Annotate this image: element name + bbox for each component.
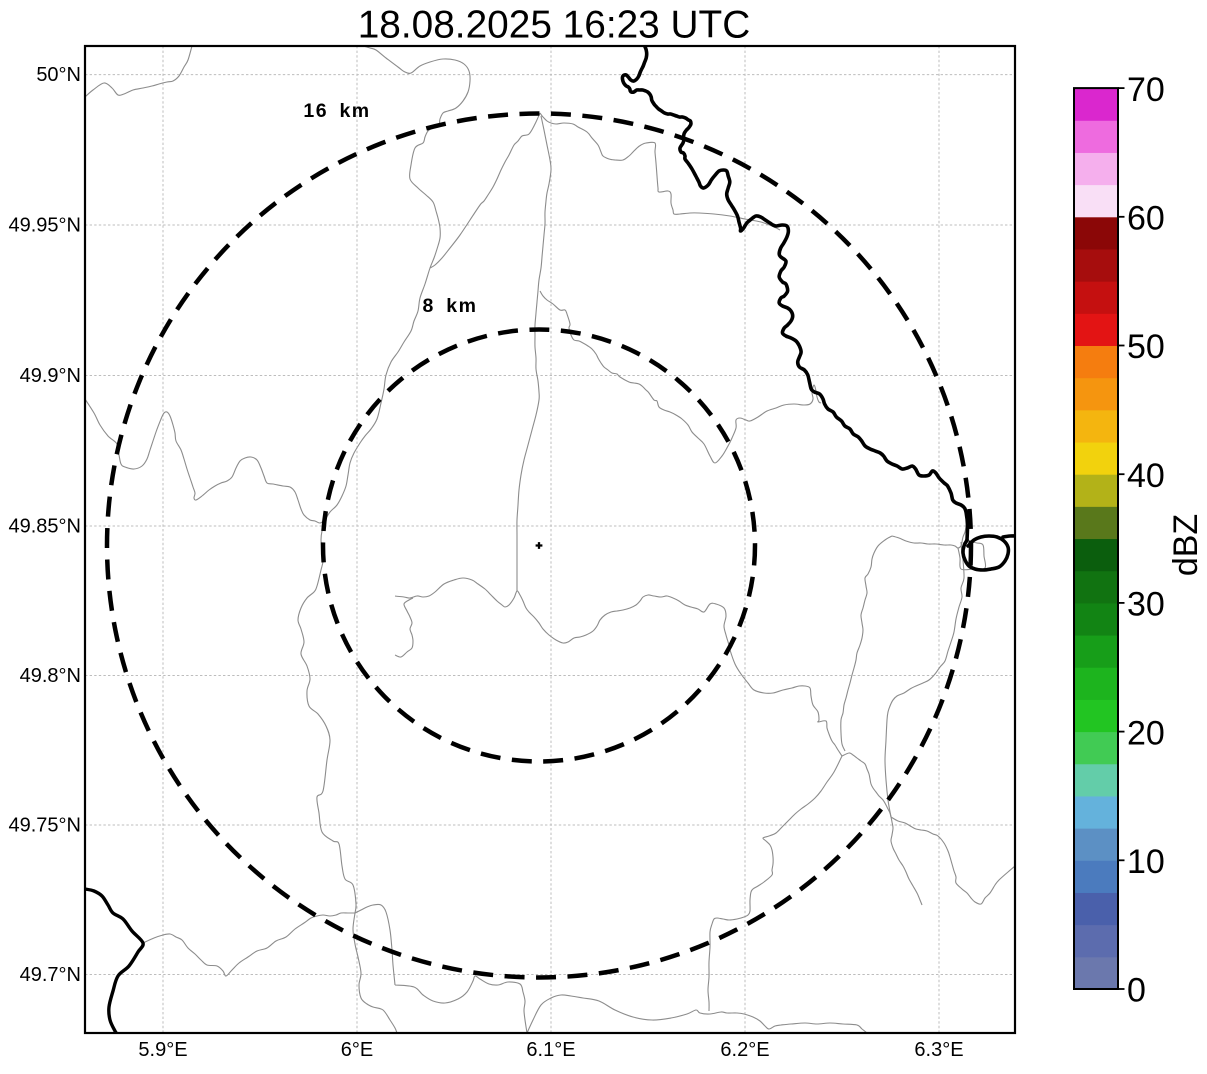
svg-text:49.9°N: 49.9°N (20, 365, 81, 387)
svg-text:30: 30 (1127, 586, 1165, 624)
svg-text:16 km: 16 km (303, 100, 370, 122)
svg-text:50°N: 50°N (36, 64, 81, 86)
svg-text:49.7°N: 49.7°N (20, 964, 81, 986)
svg-text:49.95°N: 49.95°N (9, 215, 82, 237)
svg-text:60: 60 (1127, 200, 1165, 238)
svg-text:6.3°E: 6.3°E (914, 1039, 963, 1061)
svg-text:49.85°N: 49.85°N (9, 516, 82, 538)
svg-text:18.08.2025 16:23 UTC: 18.08.2025 16:23 UTC (358, 3, 751, 46)
svg-text:5.9°E: 5.9°E (138, 1039, 187, 1061)
svg-text:50: 50 (1127, 328, 1165, 366)
svg-text:8 km: 8 km (423, 295, 478, 317)
svg-text:70: 70 (1127, 71, 1165, 109)
svg-text:6.2°E: 6.2°E (720, 1039, 769, 1061)
svg-text:dBZ: dBZ (1167, 514, 1205, 576)
svg-text:6.1°E: 6.1°E (526, 1039, 575, 1061)
svg-text:6°E: 6°E (341, 1039, 373, 1061)
svg-text:20: 20 (1127, 714, 1165, 752)
svg-text:10: 10 (1127, 843, 1165, 881)
svg-text:40: 40 (1127, 457, 1165, 495)
svg-text:0: 0 (1127, 972, 1146, 1010)
svg-text:49.75°N: 49.75°N (9, 815, 82, 837)
svg-text:49.8°N: 49.8°N (20, 665, 81, 687)
